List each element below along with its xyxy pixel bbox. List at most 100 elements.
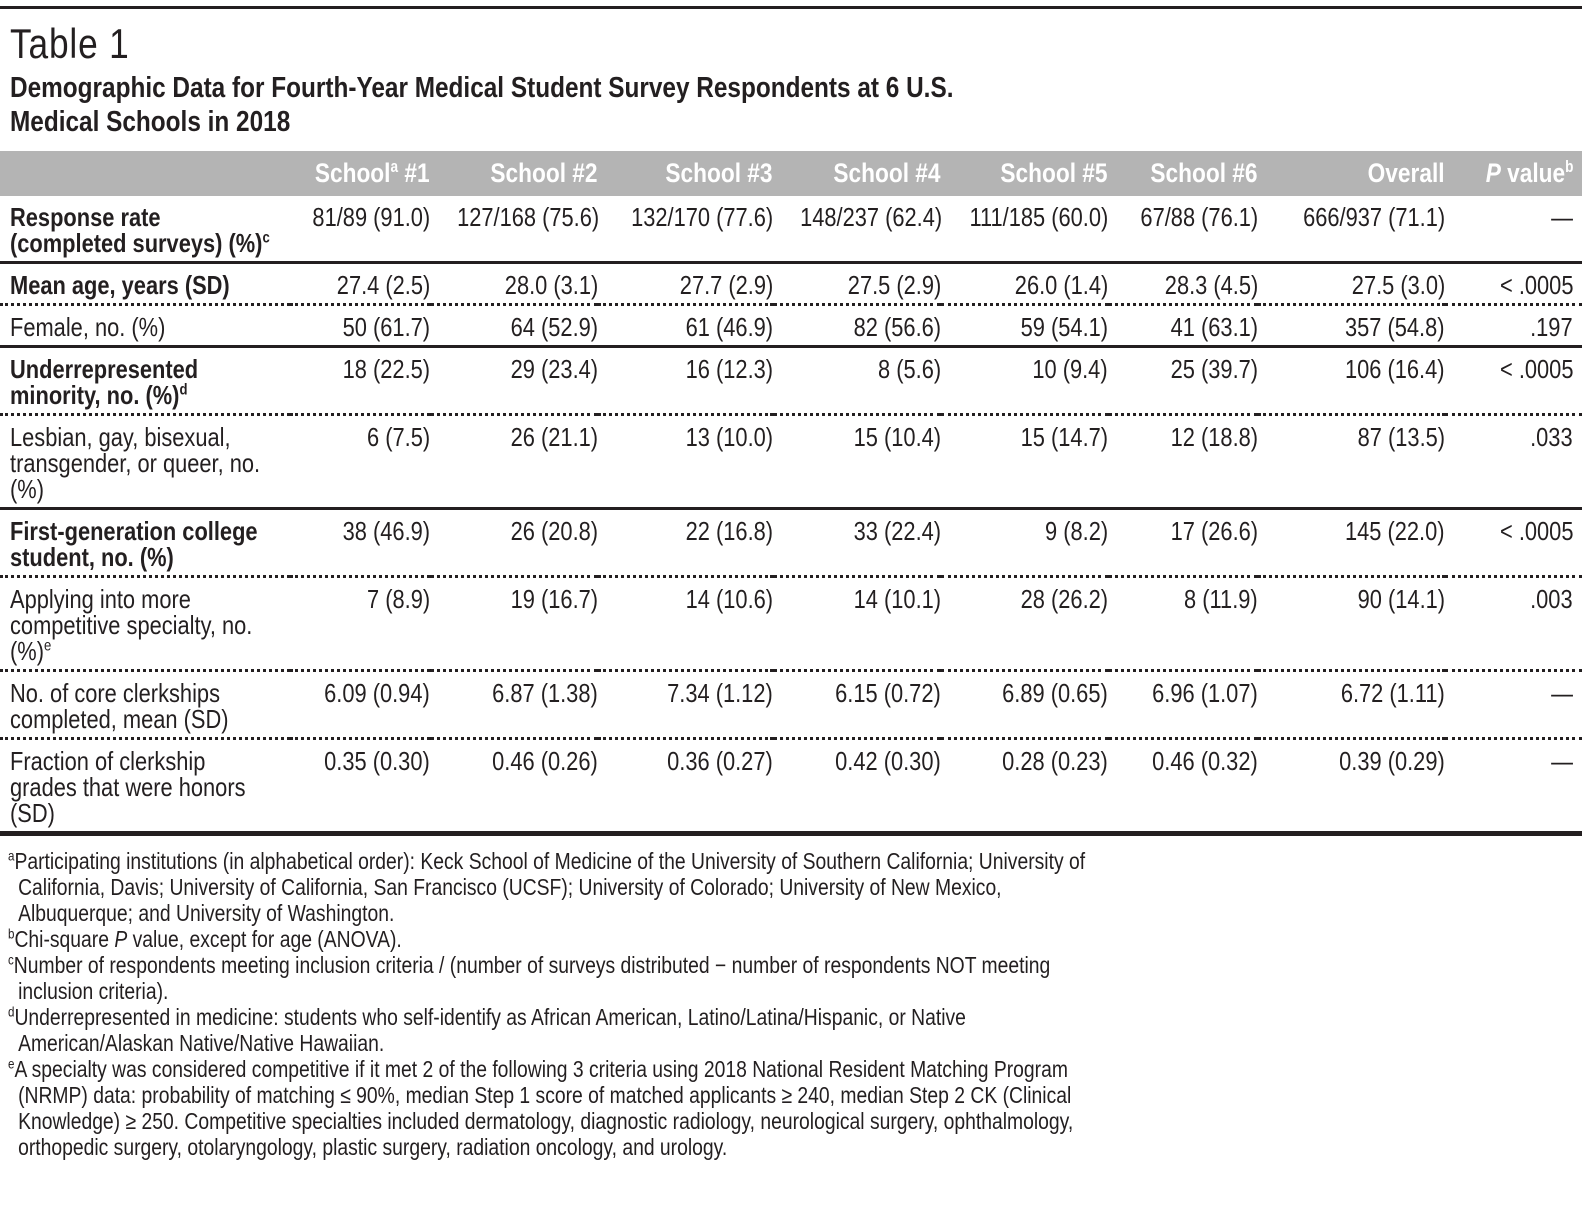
row-label: No. of core clerkships completed, mean (… bbox=[0, 669, 290, 739]
footnote: eA specialty was considered competitive … bbox=[8, 1056, 1074, 1160]
table-header-row: Schoola #1 School #2 School #3 School #4 Sch… bbox=[0, 151, 1582, 196]
table-cell: 0.46 (0.32) bbox=[1108, 737, 1258, 834]
table-cell: 67/88 (76.1) bbox=[1140, 202, 1258, 232]
table-cell: 7 (8.9) bbox=[290, 575, 430, 671]
table-cell: 8 (11.9) bbox=[1108, 575, 1258, 671]
table-cell: 61 (46.9) bbox=[598, 303, 773, 347]
table-cell: 148/237 (62.4) bbox=[800, 202, 943, 232]
top-rule bbox=[0, 6, 1582, 9]
table-row: Lesbian, gay, bisexual, transgender, or … bbox=[0, 413, 1582, 509]
table-cell: 29 (23.4) bbox=[430, 345, 598, 415]
table-cell: 7.34 (1.12) bbox=[598, 669, 773, 739]
table-cell: 13 (10.0) bbox=[598, 413, 773, 509]
table-cell: 26 (20.8) bbox=[430, 507, 598, 577]
table-cell: 19 (16.7) bbox=[430, 575, 598, 671]
footnote: bChi-square P value, except for age (ANO… bbox=[8, 926, 402, 952]
table-cell: 8 (5.6) bbox=[773, 345, 941, 415]
table-cell: 50 (61.7) bbox=[290, 303, 430, 347]
footnote: aParticipating institutions (in alphabet… bbox=[8, 848, 1086, 926]
table-row: Mean age, years (SD) 27.4 (2.5) 28.0 (3.1)… bbox=[0, 261, 1582, 305]
table-title-text: Demographic Data for Fourth-Year Medical… bbox=[10, 72, 954, 138]
row-label: Lesbian, gay, bisexual, transgender, or … bbox=[0, 413, 290, 509]
table-cell: 6.15 (0.72) bbox=[773, 669, 941, 739]
table-cell: 27.4 (2.5) bbox=[290, 261, 430, 305]
row-label: Mean age, years (SD) bbox=[0, 261, 290, 305]
table-cell: 0.39 (0.29) bbox=[1258, 737, 1445, 834]
table-cell: 27.5 (2.9) bbox=[773, 261, 941, 305]
table-cell: 64 (52.9) bbox=[430, 303, 598, 347]
table-cell: 0.46 (0.26) bbox=[430, 737, 598, 834]
table-cell: < .0005 bbox=[1445, 507, 1582, 577]
table-cell: 27.5 (3.0) bbox=[1258, 261, 1445, 305]
table-title: Demographic Data for Fourth-Year Medical… bbox=[10, 71, 1593, 139]
row-label: Female, no. (%) bbox=[0, 303, 290, 347]
table-row: No. of core clerkships completed, mean (… bbox=[0, 669, 1582, 739]
table-cell: < .0005 bbox=[1445, 345, 1582, 415]
table-cell: 17 (26.6) bbox=[1108, 507, 1258, 577]
row-label: First-generation college student, no. (%… bbox=[0, 507, 290, 577]
table-cell: 38 (46.9) bbox=[290, 507, 430, 577]
table-row: Underrepresented minority, no. (%)d 18 (2… bbox=[0, 345, 1582, 415]
table-cell: 26.0 (1.4) bbox=[941, 261, 1108, 305]
table-cell: 6.87 (1.38) bbox=[430, 669, 598, 739]
footnote: dUnderrepresented in medicine: students … bbox=[8, 1004, 966, 1056]
table-cell: < .0005 bbox=[1445, 261, 1582, 305]
table-cell: 27.7 (2.9) bbox=[598, 261, 773, 305]
column-header: Schoola #1 bbox=[290, 151, 430, 196]
table-cell: .033 bbox=[1445, 413, 1582, 509]
column-header: School #6 bbox=[1108, 151, 1258, 196]
row-label: Applying into more competitive specialty… bbox=[0, 575, 290, 671]
table-cell: 145 (22.0) bbox=[1258, 507, 1445, 577]
table-cell: 16 (12.3) bbox=[598, 345, 773, 415]
column-header: Overall bbox=[1258, 151, 1445, 196]
column-header: School #3 bbox=[598, 151, 773, 196]
column-header: P valueb bbox=[1445, 151, 1582, 196]
table-row: Response rate (completed surveys) (%)c 81… bbox=[0, 196, 1582, 263]
table-cell: 9 (8.2) bbox=[941, 507, 1108, 577]
table-cell: 6.09 (0.94) bbox=[290, 669, 430, 739]
row-label: Fraction of clerkship grades that were h… bbox=[0, 737, 290, 834]
table-cell: 10 (9.4) bbox=[941, 345, 1108, 415]
table-cell: 28.0 (3.1) bbox=[430, 261, 598, 305]
table-row: Applying into more competitive specialty… bbox=[0, 575, 1582, 671]
table-cell: 6 (7.5) bbox=[290, 413, 430, 509]
table-row: First-generation college student, no. (%… bbox=[0, 507, 1582, 577]
table-cell: 0.35 (0.30) bbox=[290, 737, 430, 834]
demographics-table: Schoola #1 School #2 School #3 School #4 Sch… bbox=[0, 151, 1582, 836]
table-cell: .003 bbox=[1445, 575, 1582, 671]
footnote: cNumber of respondents meeting inclusion… bbox=[8, 952, 1051, 1004]
row-label: Underrepresented minority, no. (%)d bbox=[0, 345, 290, 415]
table-number-label: Table 1 bbox=[10, 23, 1593, 65]
table-cell: 82 (56.6) bbox=[773, 303, 941, 347]
table-cell: — bbox=[1445, 737, 1582, 834]
table-cell: 14 (10.1) bbox=[773, 575, 941, 671]
table-body: Response rate (completed surveys) (%)c 81… bbox=[0, 196, 1582, 834]
table-cell: — bbox=[1445, 669, 1582, 739]
table-cell: 15 (10.4) bbox=[773, 413, 941, 509]
row-label: Response rate (completed surveys) (%)c bbox=[10, 202, 270, 258]
column-header: School #2 bbox=[430, 151, 598, 196]
table-cell: 14 (10.6) bbox=[598, 575, 773, 671]
table-cell: 0.28 (0.23) bbox=[941, 737, 1108, 834]
table-cell: 132/170 (77.6) bbox=[630, 202, 773, 232]
table-cell: 111/185 (60.0) bbox=[969, 202, 1108, 232]
table-cell: 28 (26.2) bbox=[941, 575, 1108, 671]
table-cell: 18 (22.5) bbox=[290, 345, 430, 415]
table-cell: 6.89 (0.65) bbox=[941, 669, 1108, 739]
column-header: School #4 bbox=[773, 151, 941, 196]
document-page: Table 1 Demographic Data for Fourth-Year… bbox=[0, 6, 1593, 1160]
table-cell: 59 (54.1) bbox=[941, 303, 1108, 347]
column-header: School #5 bbox=[941, 151, 1108, 196]
table-cell: 90 (14.1) bbox=[1258, 575, 1445, 671]
table-cell: 357 (54.8) bbox=[1258, 303, 1445, 347]
table-cell: 41 (63.1) bbox=[1108, 303, 1258, 347]
table-cell: 87 (13.5) bbox=[1258, 413, 1445, 509]
table-row: Female, no. (%) 50 (61.7) 64 (52.9) 61 (46.… bbox=[0, 303, 1582, 347]
table-cell: 127/168 (75.6) bbox=[457, 202, 600, 232]
table-cell: 28.3 (4.5) bbox=[1108, 261, 1258, 305]
footnotes-section: aParticipating institutions (in alphabet… bbox=[8, 848, 1593, 1160]
table-cell: 6.96 (1.07) bbox=[1108, 669, 1258, 739]
table-row: Fraction of clerkship grades that were h… bbox=[0, 737, 1582, 834]
header-corner-cell bbox=[0, 151, 290, 196]
table-cell: 33 (22.4) bbox=[773, 507, 941, 577]
